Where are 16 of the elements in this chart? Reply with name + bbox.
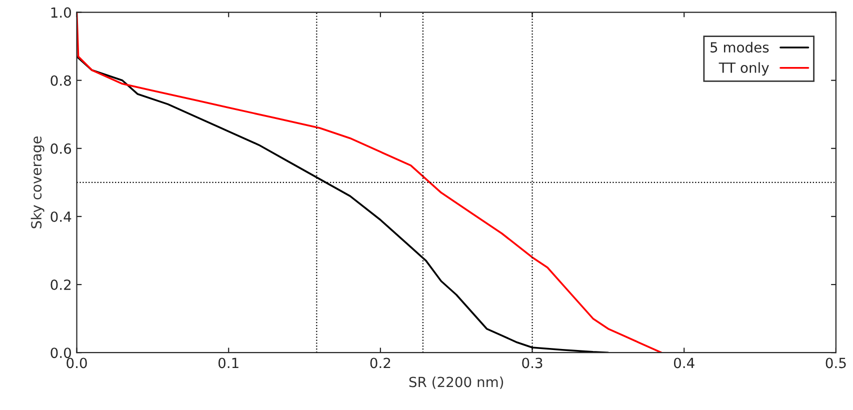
x-axis-title: SR (2200 nm) (409, 376, 504, 389)
x-tick-label: 0.5 (826, 358, 846, 368)
y-tick-label: 0.8 (50, 75, 71, 86)
y-tick-label: 0.0 (50, 348, 71, 358)
y-tick-label: 0.2 (50, 280, 71, 290)
y-tick-label: 0.6 (50, 143, 72, 154)
legend-label: TT only (718, 62, 769, 76)
x-tick-label: 0.4 (674, 358, 694, 368)
x-tick-label: 0.1 (218, 358, 238, 368)
y-tick-label: 0.4 (50, 211, 72, 222)
legend-label: 5 modes (710, 42, 769, 53)
y-axis-title: Sky coverage (30, 136, 44, 228)
x-tick-label: 0.2 (370, 358, 390, 368)
x-tick-label: 0.3 (522, 358, 542, 368)
y-tick-label: 1.0 (51, 7, 71, 18)
x-tick-label: 0.0 (66, 358, 87, 368)
